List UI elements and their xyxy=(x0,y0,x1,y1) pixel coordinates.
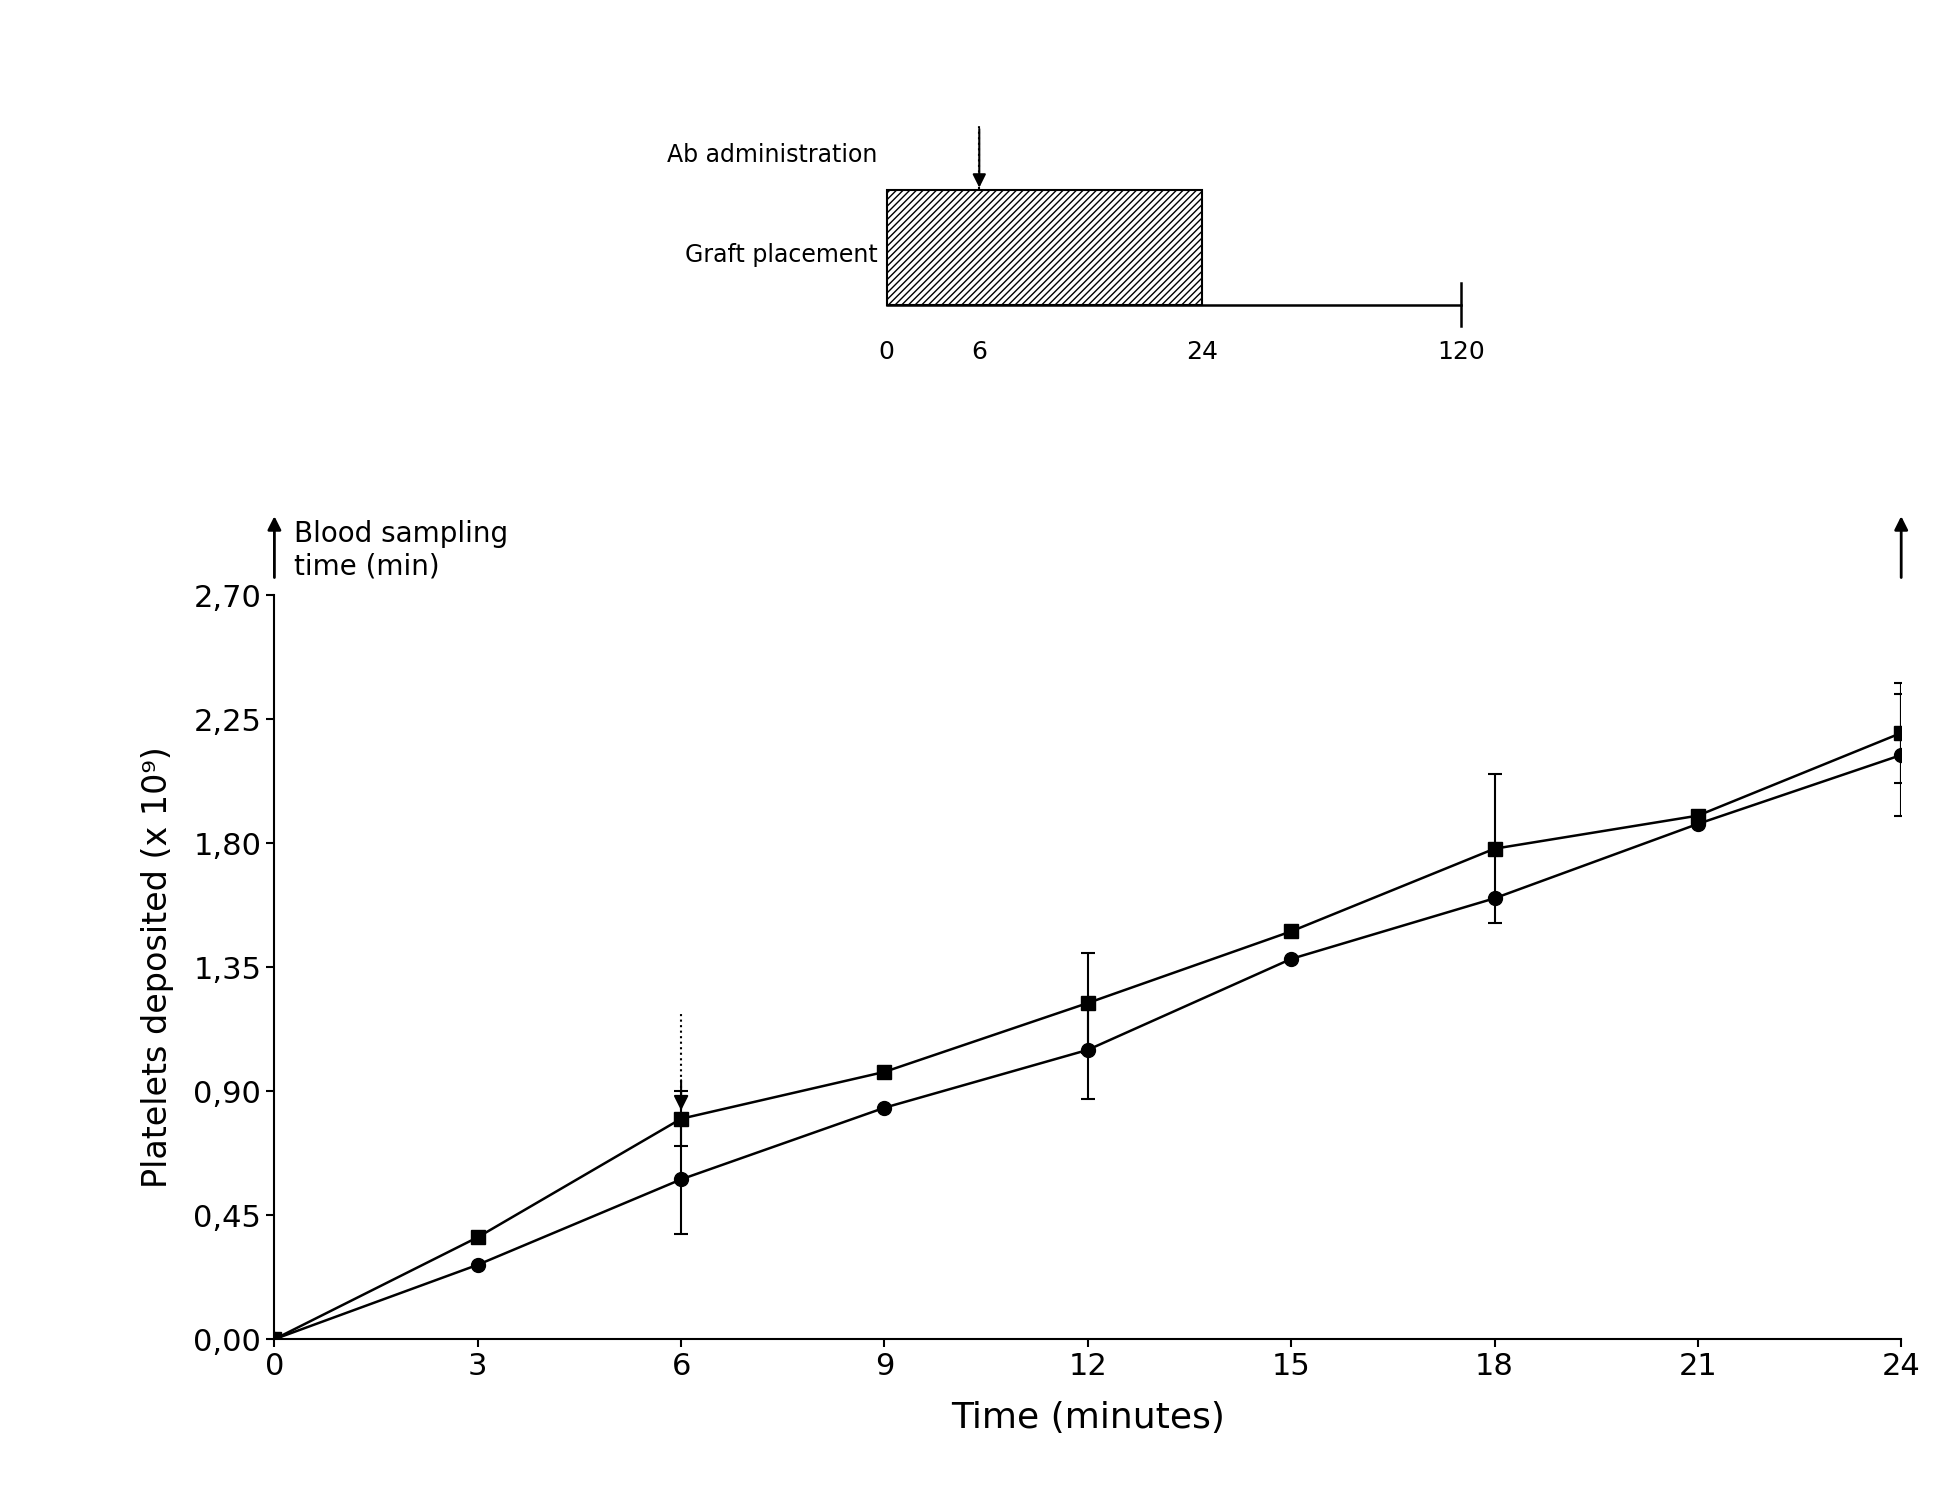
Text: 6: 6 xyxy=(972,341,988,365)
Bar xyxy=(886,190,1201,305)
Text: 120: 120 xyxy=(1437,341,1486,365)
Text: Graft placement: Graft placement xyxy=(684,243,878,266)
Y-axis label: Platelets deposited (x 10⁹): Platelets deposited (x 10⁹) xyxy=(141,747,174,1187)
Text: Blood sampling
time (min): Blood sampling time (min) xyxy=(294,521,508,580)
X-axis label: Time (minutes): Time (minutes) xyxy=(951,1400,1225,1434)
Text: 0: 0 xyxy=(878,341,894,365)
Text: 24: 24 xyxy=(1186,341,1217,365)
Text: Ab administration: Ab administration xyxy=(666,143,878,167)
